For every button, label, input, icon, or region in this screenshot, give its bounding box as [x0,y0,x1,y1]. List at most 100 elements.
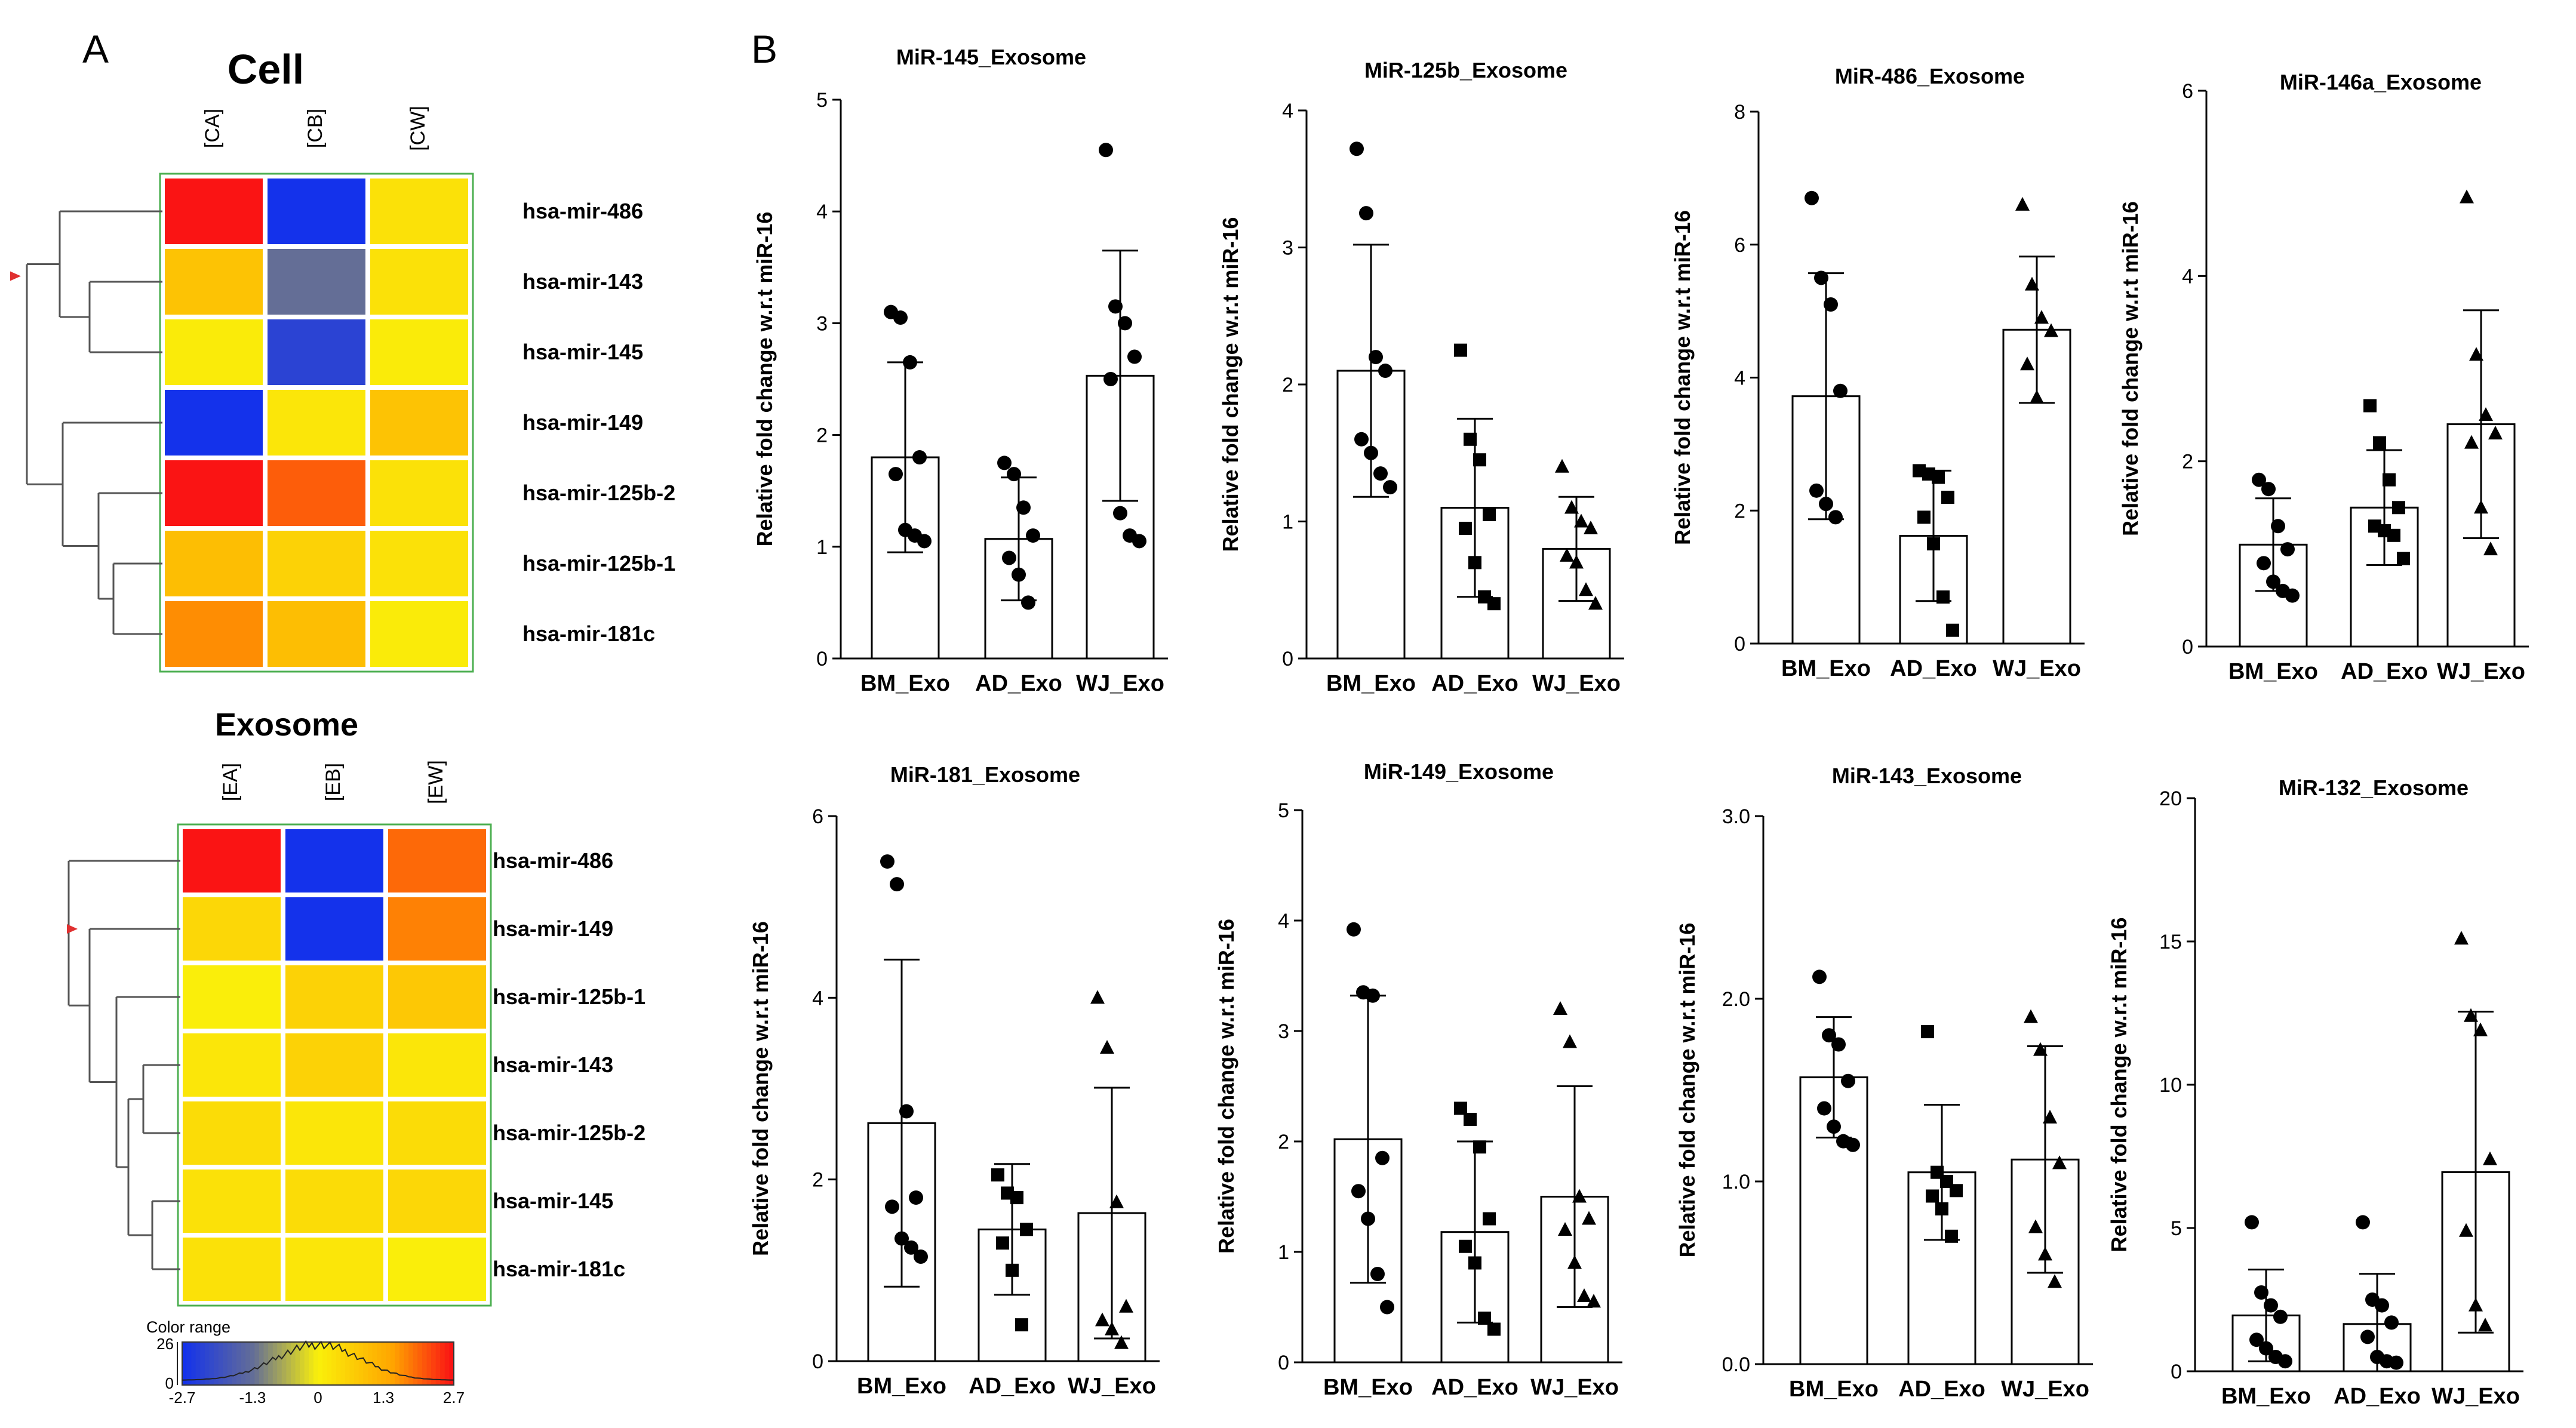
heatmap-cell [370,319,468,385]
data-point [2397,552,2410,565]
x-tick-label: WJ_Exo [2437,659,2525,684]
heatmap-cell [388,829,486,893]
data-point [1567,1255,1582,1269]
heatmap-row-label: hsa-mir-486 [522,199,643,223]
y-tick-label: 10 [2159,1074,2182,1097]
x-tick-label: BM_Exo [2221,1384,2311,1409]
data-point [2280,542,2295,557]
heatmap-column-label: [EB] [322,763,345,801]
color-range-swatch [182,1342,187,1385]
data-point [1487,597,1501,611]
data-point [2048,1274,2062,1288]
heatmap-cell [165,178,263,244]
data-point [1459,521,1472,535]
data-point [1846,1137,1860,1152]
color-range-swatch [232,1342,237,1385]
data-point [1015,1318,1028,1332]
data-point [1553,1001,1567,1015]
color-range-swatch [399,1342,405,1385]
bar-chart-mir-132-exosome: MiR-132_Exosome Relative fold change w.r.… [2107,775,2523,1409]
y-axis-label: Relative fold change w.r.t miR-16 [1214,919,1238,1254]
color-range-swatch [354,1342,359,1385]
data-point [996,1236,1009,1250]
data-point [1099,143,1113,158]
data-point [1917,510,1931,524]
data-point [1824,297,1838,312]
color-range-swatch [272,1342,278,1385]
y-tick-label: 0 [2171,1361,2182,1383]
heatmap-title: Cell [228,46,304,93]
color-range-swatch [395,1342,400,1385]
color-range-swatch [223,1342,228,1385]
data-point [1833,383,1848,398]
color-range-swatch [431,1342,436,1385]
y-tick-label: 6 [2182,80,2193,103]
data-point [2464,1008,2478,1022]
data-point [2483,1151,2497,1165]
y-axis-label: Relative fold change w.r.t miR-16 [2107,918,2131,1252]
x-tick-label: BM_Exo [857,1374,946,1399]
x-tick-label: AD_Exo [975,671,1062,696]
heatmap-cell [388,1170,486,1233]
data-point [1950,1184,1963,1198]
color-range-swatch [204,1342,210,1385]
data-point [2474,500,2488,514]
data-point [2360,1329,2375,1344]
y-tick-label: 4 [1734,367,1745,390]
data-point [2363,399,2377,413]
heatmap-cell [268,460,365,526]
y-tick-label: 0.0 [1722,1353,1750,1376]
data-point [2384,1315,2399,1330]
y-axis-label: Relative fold change w.r.t miR-16 [752,212,777,547]
color-range-swatch [377,1342,382,1385]
data-point [2259,1341,2273,1356]
data-point [917,534,932,549]
data-point [1841,1073,1855,1088]
data-point [2478,1318,2492,1332]
heatmap-row-label: hsa-mir-125b-1 [522,551,675,575]
heatmap-column-label: [EA] [219,763,242,801]
color-range-swatch [277,1342,282,1385]
color-range-swatch [318,1342,324,1385]
color-range-swatch [268,1342,273,1385]
data-point [1817,1101,1831,1116]
data-point [1584,520,1598,534]
y-tick-label: 3 [1282,237,1293,260]
color-range-swatch [404,1342,410,1385]
data-point [1587,1294,1601,1308]
color-range-swatch [209,1342,215,1385]
color-range-swatch [263,1342,269,1385]
data-point [903,355,917,370]
data-point [1564,500,1579,514]
data-point [2245,1215,2259,1230]
data-point [1369,350,1383,365]
y-tick-label: 4 [2182,265,2193,288]
color-range-swatch [422,1342,428,1385]
heatmap-cell [268,178,365,244]
data-point [1113,506,1127,521]
heatmap-row-label: hsa-mir-181c [522,621,655,646]
bar-chart-mir-486-exosome: MiR-486_Exosome Relative fold change w.r.… [1670,64,2085,681]
heatmap-cell [388,1238,486,1301]
data-point [1105,1321,1119,1335]
color-range-ymax: 26 [156,1335,174,1353]
data-point [1007,467,1021,482]
heatmap-cell [370,460,468,526]
data-point [1812,970,1827,984]
color-range-swatch [367,1342,373,1385]
color-range-swatch [304,1342,310,1385]
dendrogram-marker [10,271,21,281]
dendrogram-marker [67,924,78,934]
chart-title: MiR-145_Exosome [896,45,1086,69]
data-point [1366,988,1380,1003]
data-point [2030,389,2044,404]
heatmap-cell [268,390,365,456]
y-tick-label: 4 [1282,100,1293,122]
data-point [2015,196,2030,211]
heatmap-cell [183,1033,281,1097]
data-point [2261,482,2276,497]
heatmap-cell [165,601,263,667]
data-point [1483,508,1496,522]
y-tick-label: 15 [2159,931,2182,953]
